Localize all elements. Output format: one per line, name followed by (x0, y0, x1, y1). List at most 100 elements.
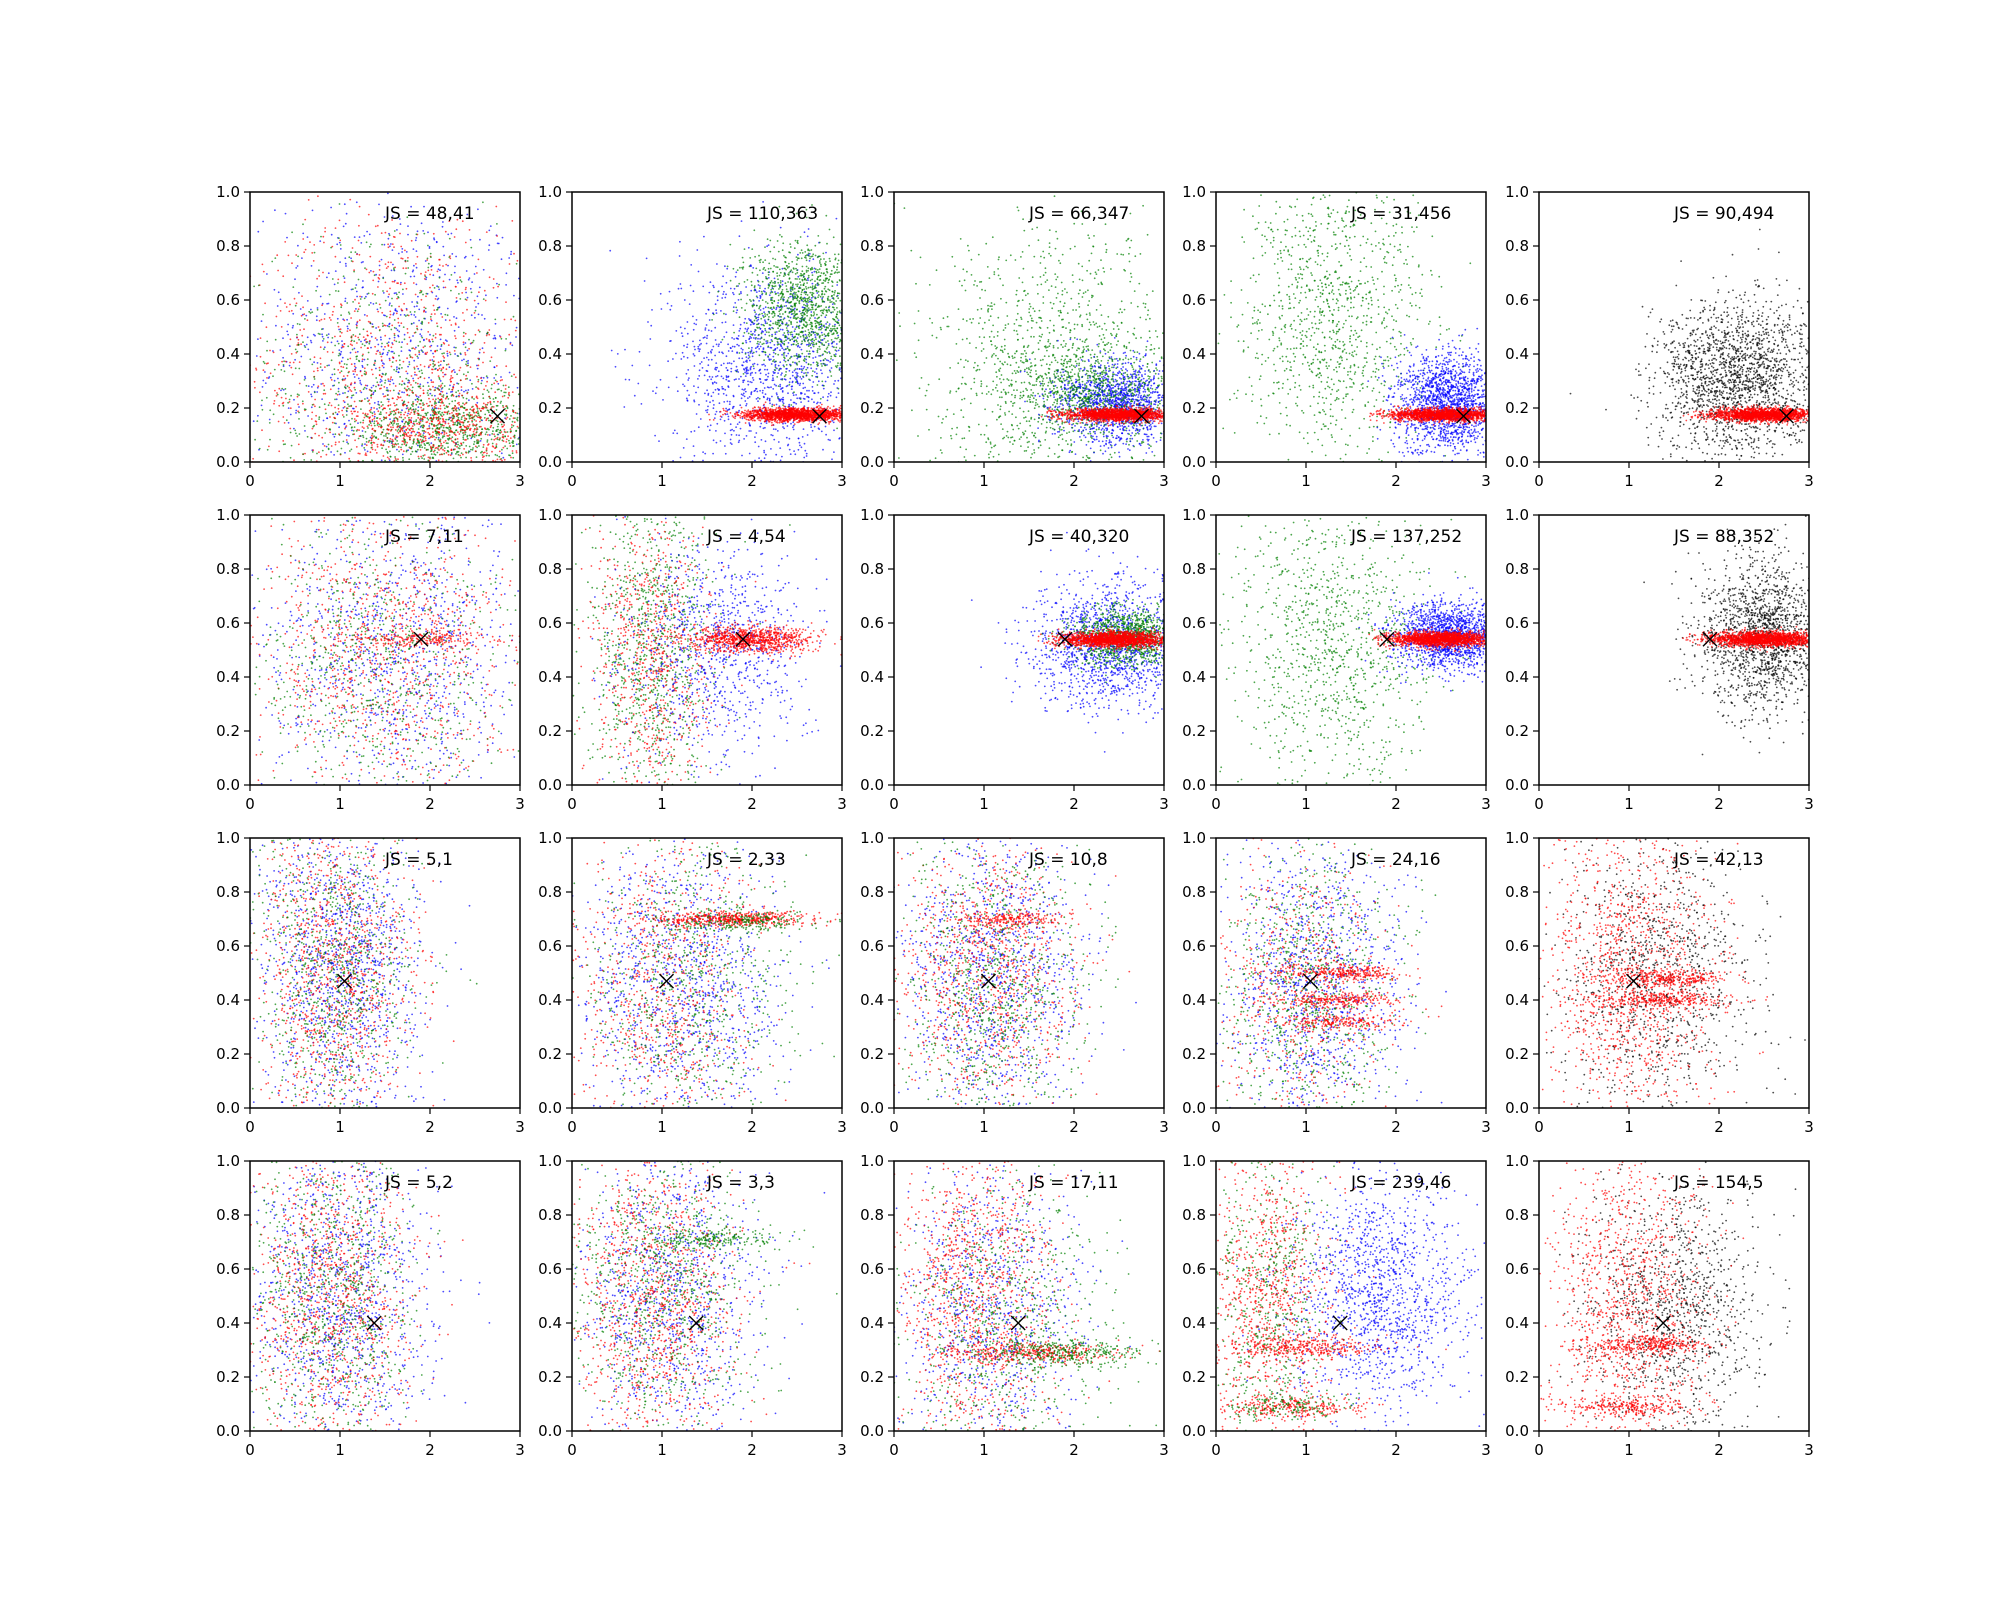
data-point (439, 454, 441, 456)
data-point (693, 323, 695, 325)
data-point (758, 284, 760, 286)
data-point (699, 363, 701, 365)
data-point (777, 266, 779, 268)
data-point (378, 404, 380, 406)
data-point (475, 424, 477, 426)
data-point (433, 366, 435, 368)
data-point (767, 386, 769, 388)
data-point (399, 376, 401, 378)
data-point (373, 385, 375, 387)
data-point (771, 347, 773, 349)
data-point (744, 372, 746, 374)
data-point (776, 347, 778, 349)
data-point (499, 421, 501, 423)
data-point (450, 454, 452, 456)
data-point (731, 363, 733, 365)
data-point (449, 352, 451, 354)
data-point (456, 317, 458, 319)
data-point (807, 236, 809, 238)
data-point (438, 419, 440, 421)
data-point (805, 279, 807, 281)
data-point (394, 236, 396, 238)
data-point (449, 366, 451, 368)
data-point (479, 433, 481, 435)
data-point (370, 411, 372, 413)
data-point (426, 449, 428, 451)
data-point (313, 371, 315, 373)
data-point (808, 253, 810, 255)
data-point (253, 286, 255, 288)
data-point (741, 389, 743, 391)
data-point (508, 257, 510, 259)
data-point (808, 390, 810, 392)
data-point (319, 240, 321, 242)
data-point (507, 435, 509, 437)
data-point (830, 391, 832, 393)
data-point (372, 442, 374, 444)
data-point (804, 257, 806, 259)
data-point (302, 306, 304, 308)
data-point (796, 256, 798, 258)
data-point (421, 418, 423, 420)
data-point (742, 381, 744, 383)
data-point (757, 345, 759, 347)
data-point (754, 363, 756, 365)
data-point (302, 233, 304, 235)
data-point (780, 388, 782, 390)
data-point (834, 292, 836, 294)
data-point (438, 445, 440, 447)
data-point (824, 316, 826, 318)
data-point (422, 385, 424, 387)
data-point (359, 453, 361, 455)
data-point (717, 291, 719, 293)
data-point (319, 406, 321, 408)
data-point (785, 339, 787, 341)
data-point (438, 412, 440, 414)
data-point (807, 434, 809, 436)
data-point (390, 262, 392, 264)
data-point (356, 446, 358, 448)
data-point (440, 418, 442, 420)
data-point (367, 451, 369, 453)
data-point (837, 365, 839, 367)
data-point (450, 290, 452, 292)
data-point (353, 430, 355, 432)
data-point (725, 367, 727, 369)
data-point (460, 367, 462, 369)
data-point (373, 423, 375, 425)
data-point (423, 440, 425, 442)
data-point (694, 455, 696, 457)
data-point (435, 447, 437, 449)
data-point (837, 380, 839, 382)
data-point (321, 319, 323, 321)
data-point (813, 401, 815, 403)
data-point (354, 421, 356, 423)
data-point (714, 368, 716, 370)
data-point (787, 392, 789, 394)
data-point (727, 266, 729, 268)
data-point (375, 368, 377, 370)
data-point (295, 412, 297, 414)
data-point (741, 455, 743, 457)
data-point (360, 371, 362, 373)
data-point (476, 272, 478, 274)
data-point (409, 337, 411, 339)
data-point (438, 449, 440, 451)
data-point (280, 299, 282, 301)
data-point (729, 403, 731, 405)
data-point (399, 359, 401, 361)
data-point (765, 330, 767, 332)
data-point (287, 334, 289, 336)
data-point (304, 346, 306, 348)
data-point (372, 449, 374, 451)
data-point (710, 351, 712, 353)
data-point (285, 393, 287, 395)
data-point (738, 283, 740, 285)
data-point (332, 422, 334, 424)
data-point (439, 411, 441, 413)
data-point (322, 443, 324, 445)
data-point (442, 265, 444, 267)
data-point (348, 387, 350, 389)
data-point (829, 299, 831, 301)
data-point (468, 348, 470, 350)
